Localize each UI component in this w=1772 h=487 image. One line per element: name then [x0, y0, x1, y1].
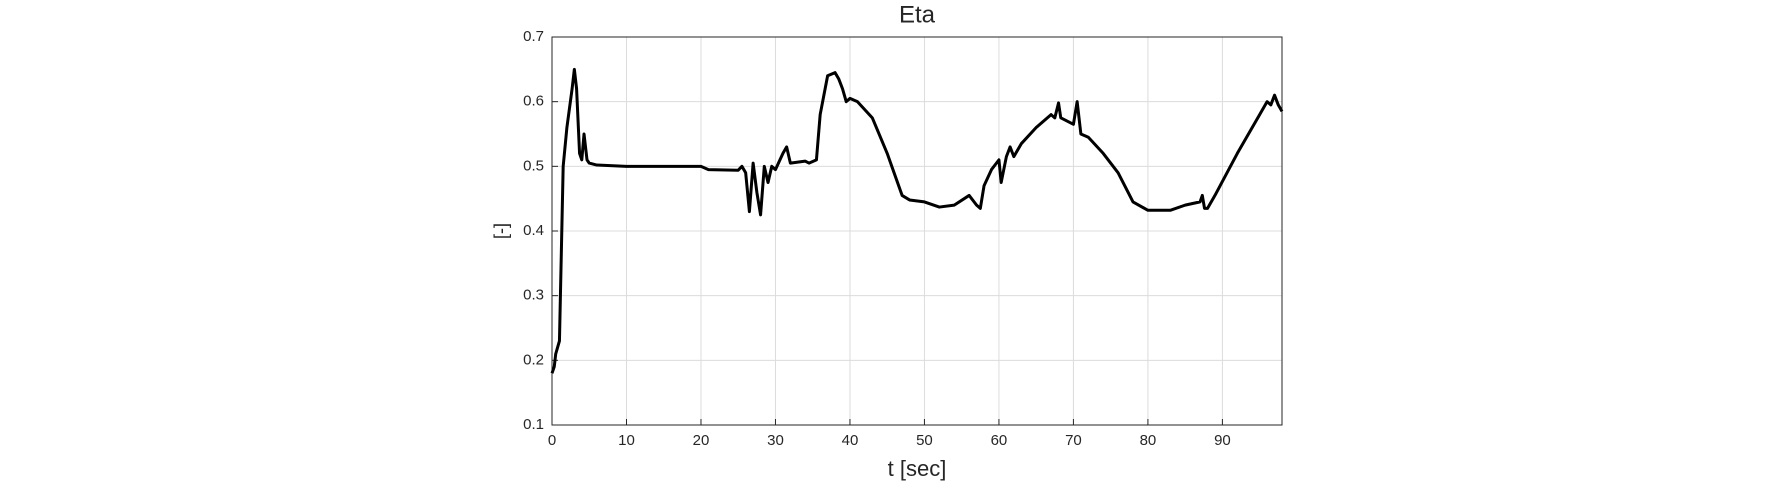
- line: [550, 67, 1284, 374]
- x-tick-label: 90: [1214, 432, 1231, 449]
- y-tick-label: 0.6: [523, 93, 544, 110]
- y-tick-label: 0.7: [523, 28, 544, 45]
- x-tick-label: 80: [1140, 432, 1157, 449]
- x-tick-label: 20: [693, 432, 710, 449]
- x-tick-label: 10: [618, 432, 635, 449]
- y-tick-label: 0.4: [523, 222, 544, 239]
- chart-title: Eta: [899, 1, 936, 28]
- x-tick-label: 30: [767, 432, 784, 449]
- x-tick-label: 40: [842, 432, 859, 449]
- y-axis-label: [-]: [491, 223, 511, 239]
- x-axis-label: t [sec]: [888, 456, 947, 481]
- y-tick-label: 0.1: [523, 416, 544, 433]
- x-tick-label: 70: [1065, 432, 1082, 449]
- y-tick-label: 0.5: [523, 157, 544, 174]
- x-tick-label: 0: [548, 432, 556, 449]
- y-tick-label: 0.3: [523, 287, 544, 304]
- x-tick-label: 50: [916, 432, 933, 449]
- y-tick-label: 0.2: [523, 351, 544, 368]
- x-tick-label: 60: [991, 432, 1008, 449]
- plot-frame: [551, 36, 1283, 426]
